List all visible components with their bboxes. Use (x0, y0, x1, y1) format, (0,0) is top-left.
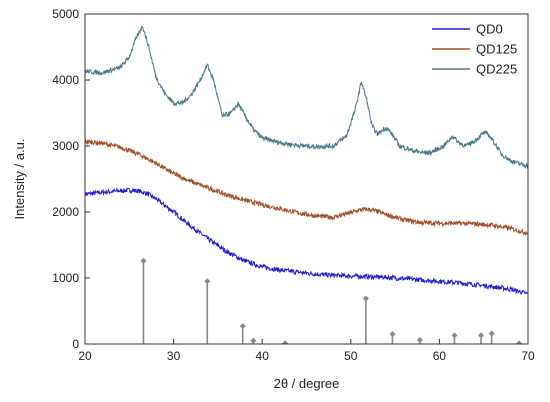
reference-peak-marker (389, 331, 396, 338)
y-tick-label: 5000 (52, 7, 79, 21)
plot-frame (84, 13, 529, 345)
reference-peak-marker (416, 337, 423, 344)
reference-peak-marker (239, 323, 246, 330)
x-tick-label: 50 (344, 349, 358, 363)
reference-peak-marker (362, 295, 369, 302)
x-tick-label: 70 (521, 349, 535, 363)
x-axis: 20 30 40 50 60 70 (78, 339, 535, 363)
y-tick-label: 2000 (52, 205, 79, 219)
reference-peak-marker (204, 278, 211, 285)
y-tick-label: 4000 (52, 73, 79, 87)
legend-label: QD125 (476, 42, 517, 57)
reference-peak-marker (140, 257, 147, 264)
x-axis-title: 2θ / degree (274, 376, 340, 391)
x-tick-label: 20 (78, 349, 92, 363)
series-line (85, 25, 528, 170)
y-tick-label: 0 (72, 337, 79, 351)
reference-peak-marker (451, 332, 458, 339)
series-lines (85, 25, 528, 295)
legend-label: QD0 (476, 22, 503, 37)
reference-peaks (140, 257, 523, 344)
y-axis-title: Intensity / a.u. (12, 139, 27, 220)
reference-peak-marker (282, 340, 289, 344)
legend: QD0 QD125 QD225 (432, 22, 517, 77)
y-tick-label: 1000 (52, 271, 79, 285)
reference-peak-marker (516, 340, 523, 344)
reference-peak-marker (488, 330, 495, 337)
x-tick-label: 30 (167, 349, 181, 363)
legend-label: QD225 (476, 62, 517, 77)
reference-peak-marker (250, 337, 257, 344)
reference-peak-marker (478, 332, 485, 339)
plot-area (85, 14, 528, 344)
x-tick-label: 60 (433, 349, 447, 363)
series-line (85, 187, 528, 295)
y-tick-label: 3000 (52, 139, 79, 153)
x-tick-label: 40 (256, 349, 270, 363)
y-axis: 0 1000 2000 3000 4000 5000 (52, 7, 90, 351)
series-line (85, 138, 528, 237)
